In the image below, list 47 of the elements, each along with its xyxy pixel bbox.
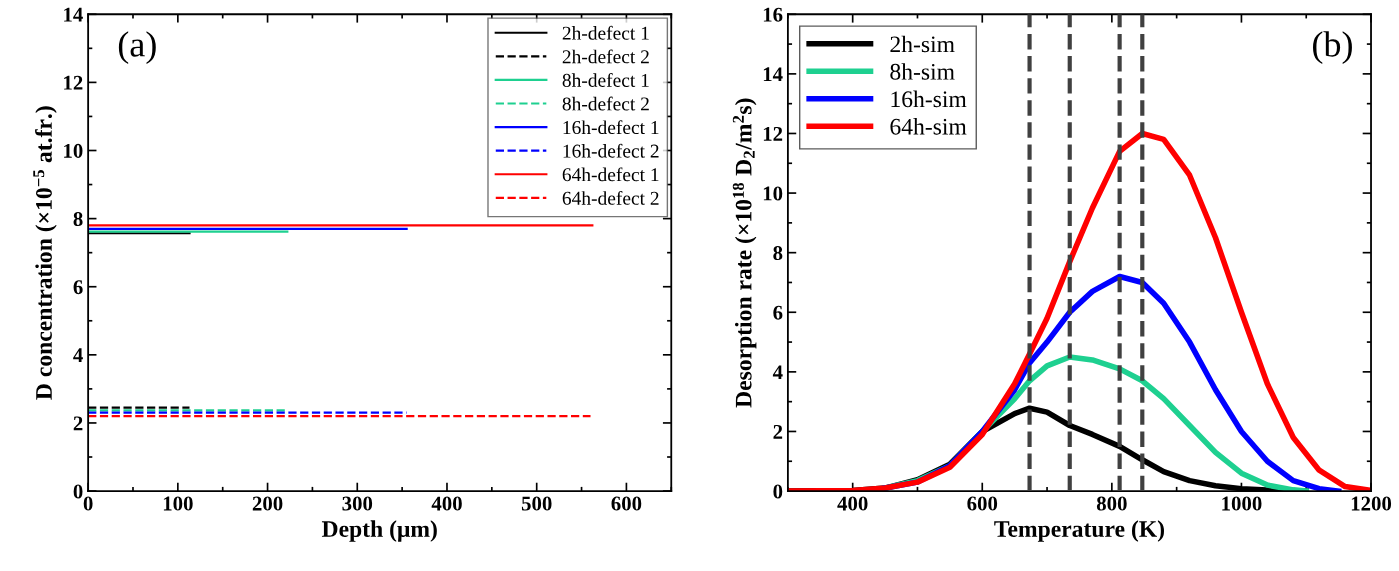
y-tick-label: 14: [64, 7, 83, 22]
x-tick-label: 300: [342, 496, 373, 511]
y-tick-label: 16: [763, 7, 783, 22]
x-tick-label: 600: [967, 496, 998, 511]
x-tick-label: 800: [1096, 496, 1127, 511]
legend-label: 64h-defect 2: [562, 190, 659, 205]
legend-label: 8h-sim: [890, 63, 955, 80]
y-tick-label: 12: [64, 75, 83, 90]
legend-label: 64h-defect 1: [562, 167, 659, 182]
y-tick-label: 0: [73, 484, 83, 499]
legend-label: 8h-defect 1: [562, 73, 649, 87]
x-tick-label: 500: [521, 496, 552, 511]
x-axis-title: Depth (μm): [321, 520, 437, 542]
legend-label: 64h-sim: [890, 118, 967, 135]
y-tick-label: 10: [64, 143, 83, 158]
y-tick-label: 0: [773, 484, 783, 499]
x-tick-label: 1000: [1222, 496, 1262, 511]
y-tick-label: 2: [73, 416, 83, 431]
x-axis-title: Temperature (K): [994, 520, 1164, 542]
y-tick-label: 10: [763, 186, 783, 201]
y-tick-label: 6: [73, 280, 83, 295]
legend-label: 16h-defect 2: [563, 143, 659, 158]
x-tick-label: 200: [252, 496, 283, 511]
x-tick-label: 100: [163, 496, 193, 511]
x-tick-label: 0: [83, 496, 93, 511]
y-axis-title: Desorption rate (×10$^{18}$ D$_{2}$/m$^{2}$s): [732, 98, 757, 408]
y-tick-label: 4: [73, 348, 83, 363]
x-tick-label: 400: [837, 496, 868, 511]
legend-label: 16h-sim: [891, 90, 967, 108]
annotation: (b): [1313, 31, 1352, 65]
y-tick-label: 12: [763, 126, 783, 141]
legend-label: 16h-defect 1: [563, 120, 659, 135]
legend-label: 8h-defect 2: [562, 96, 649, 111]
annotation: (a): [118, 31, 156, 65]
x-tick-label: 600: [611, 496, 642, 511]
y-tick-label: 8: [73, 211, 83, 227]
y-axis-title: D concentration (×10$^{−5}$ at.fr.): [33, 106, 57, 400]
y-tick-label: 2: [773, 424, 783, 439]
x-tick-label: 400: [431, 496, 462, 511]
y-tick-label: 8: [773, 246, 783, 261]
legend-label: 2h-defect 1: [562, 25, 649, 40]
y-tick-label: 6: [773, 305, 783, 320]
x-tick-label: 1200: [1351, 496, 1392, 511]
legend-label: 2h-sim: [890, 35, 955, 53]
legend-label: 2h-defect 2: [562, 49, 649, 64]
y-tick-label: 4: [772, 365, 783, 380]
y-tick-label: 14: [763, 67, 783, 82]
